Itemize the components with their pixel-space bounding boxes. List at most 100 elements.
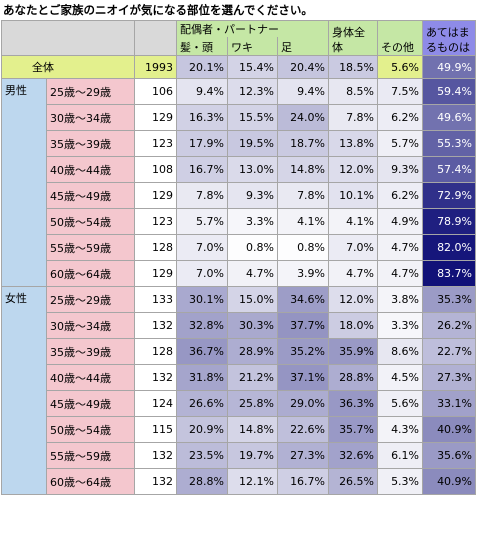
percent-cell: 36.7%	[176, 338, 228, 365]
percent-cell: 27.3%	[422, 364, 477, 391]
col-header-hair: 髪・頭	[176, 37, 228, 56]
percent-cell: 4.9%	[377, 208, 424, 235]
sample-count: 123	[134, 208, 177, 235]
header-blank	[1, 20, 135, 56]
percent-cell: 12.0%	[328, 156, 379, 183]
percent-cell: 29.0%	[276, 390, 330, 417]
total-value: 18.5%	[328, 55, 379, 79]
age-label: 30歳～34歳	[46, 312, 135, 339]
table-row: 40歳～44歳 108 16.7% 13.0% 14.8% 12.0% 9.3% 57.4%	[2, 156, 477, 183]
percent-cell: 18.7%	[276, 130, 330, 157]
table-row: 女性 25歳～29歳 133 30.1% 15.0% 34.6% 12.0% 3.8% 35.3…	[1, 286, 477, 495]
age-label: 60歳～64歳	[46, 260, 135, 287]
sample-count: 108	[134, 156, 177, 183]
percent-cell: 9.3%	[227, 182, 278, 209]
table-row: 35歳～39歳 123 17.9% 19.5% 18.7% 13.8% 5.7% 55.3%	[2, 130, 477, 157]
percent-cell: 9.4%	[176, 78, 228, 105]
table-row: 30歳～34歳 132 32.8% 30.3% 37.7% 18.0% 3.3% 26.2%	[2, 312, 477, 339]
percent-cell: 7.8%	[276, 182, 330, 209]
percent-cell: 6.2%	[377, 182, 424, 209]
percent-cell: 26.2%	[422, 312, 477, 339]
percent-cell: 3.3%	[227, 208, 278, 235]
percent-cell: 28.8%	[176, 468, 228, 495]
percent-cell: 17.9%	[176, 130, 228, 157]
percent-cell: 37.1%	[276, 364, 330, 391]
age-label: 40歳～44歳	[46, 156, 135, 183]
sample-count: 106	[134, 78, 177, 105]
header-group-label: 配偶者・パートナー	[175, 20, 330, 37]
percent-cell: 7.8%	[176, 182, 228, 209]
percent-cell: 34.6%	[276, 286, 330, 313]
percent-cell: 82.0%	[422, 234, 477, 261]
table-row: 30歳～34歳 129 16.3% 15.5% 24.0% 7.8% 6.2% 49.6%	[2, 104, 477, 131]
percent-cell: 83.7%	[422, 260, 477, 287]
age-label: 60歳～64歳	[46, 468, 135, 495]
percent-cell: 22.6%	[276, 416, 330, 443]
total-value: 49.9%	[422, 55, 477, 79]
percent-cell: 21.2%	[227, 364, 278, 391]
percent-cell: 6.1%	[377, 442, 424, 469]
percent-cell: 33.1%	[422, 390, 477, 417]
sample-count: 132	[134, 442, 177, 469]
percent-cell: 9.4%	[276, 78, 330, 105]
sample-count: 115	[134, 416, 177, 443]
percent-cell: 26.5%	[328, 468, 379, 495]
table-row: 50歳～54歳 115 20.9% 14.8% 22.6% 35.7% 4.3% 40.9%	[2, 416, 477, 443]
col-header-body: 身体全体	[328, 20, 379, 56]
sample-count: 123	[134, 130, 177, 157]
sample-count: 132	[134, 312, 177, 339]
percent-cell: 30.3%	[227, 312, 278, 339]
percent-cell: 30.1%	[176, 286, 228, 313]
percent-cell: 18.0%	[328, 312, 379, 339]
sample-count: 132	[134, 468, 177, 495]
total-value: 5.6%	[377, 55, 424, 79]
percent-cell: 4.7%	[227, 260, 278, 287]
percent-cell: 35.6%	[422, 442, 477, 469]
percent-cell: 6.2%	[377, 104, 424, 131]
percent-cell: 4.5%	[377, 364, 424, 391]
age-label: 35歳～39歳	[46, 338, 135, 365]
age-label: 40歳～44歳	[46, 364, 135, 391]
percent-cell: 0.8%	[227, 234, 278, 261]
percent-cell: 3.8%	[377, 286, 424, 313]
percent-cell: 12.3%	[227, 78, 278, 105]
percent-cell: 14.8%	[276, 156, 330, 183]
percent-cell: 9.3%	[377, 156, 424, 183]
percent-cell: 5.7%	[377, 130, 424, 157]
percent-cell: 19.7%	[227, 442, 278, 469]
percent-cell: 31.8%	[176, 364, 228, 391]
age-label: 55歳～59歳	[46, 234, 135, 261]
col-header-other: その他	[377, 20, 424, 56]
sample-count: 128	[134, 338, 177, 365]
table-row: 男性 25歳～29歳 106 9.4% 12.3% 9.4% 8.5% 7.5% 59.4%	[1, 78, 477, 287]
percent-cell: 12.0%	[328, 286, 379, 313]
total-value: 15.4%	[227, 55, 278, 79]
sample-count: 129	[134, 260, 177, 287]
table-row: 55歳～59歳 132 23.5% 19.7% 27.3% 32.6% 6.1% 35.6%	[2, 442, 477, 469]
percent-cell: 19.5%	[227, 130, 278, 157]
percent-cell: 37.7%	[276, 312, 330, 339]
col-header-feet: 足	[276, 37, 330, 56]
percent-cell: 78.9%	[422, 208, 477, 235]
header-n-blank	[134, 20, 177, 56]
percent-cell: 8.6%	[377, 338, 424, 365]
percent-cell: 22.7%	[422, 338, 477, 365]
table-row: 55歳～59歳 128 7.0% 0.8% 0.8% 7.0% 4.7% 82.0%	[2, 234, 477, 261]
percent-cell: 7.0%	[176, 234, 228, 261]
age-label: 50歳～54歳	[46, 416, 135, 443]
percent-cell: 27.3%	[276, 442, 330, 469]
table-row: 45歳～49歳 124 26.6% 25.8% 29.0% 36.3% 5.6% 33.1%	[2, 390, 477, 417]
percent-cell: 14.8%	[227, 416, 278, 443]
percent-cell: 35.9%	[328, 338, 379, 365]
percent-cell: 15.0%	[227, 286, 278, 313]
total-n: 1993	[134, 55, 177, 79]
percent-cell: 57.4%	[422, 156, 477, 183]
age-label: 45歳～49歳	[46, 390, 135, 417]
percent-cell: 13.8%	[328, 130, 379, 157]
page-title: あなたとご家族のニオイが気になる部位を選んでください。	[3, 3, 313, 17]
age-label: 55歳～59歳	[46, 442, 135, 469]
col-header-armpit: ワキ	[227, 37, 278, 56]
percent-cell: 59.4%	[422, 78, 477, 105]
age-label: 45歳～49歳	[46, 182, 135, 209]
percent-cell: 15.5%	[227, 104, 278, 131]
